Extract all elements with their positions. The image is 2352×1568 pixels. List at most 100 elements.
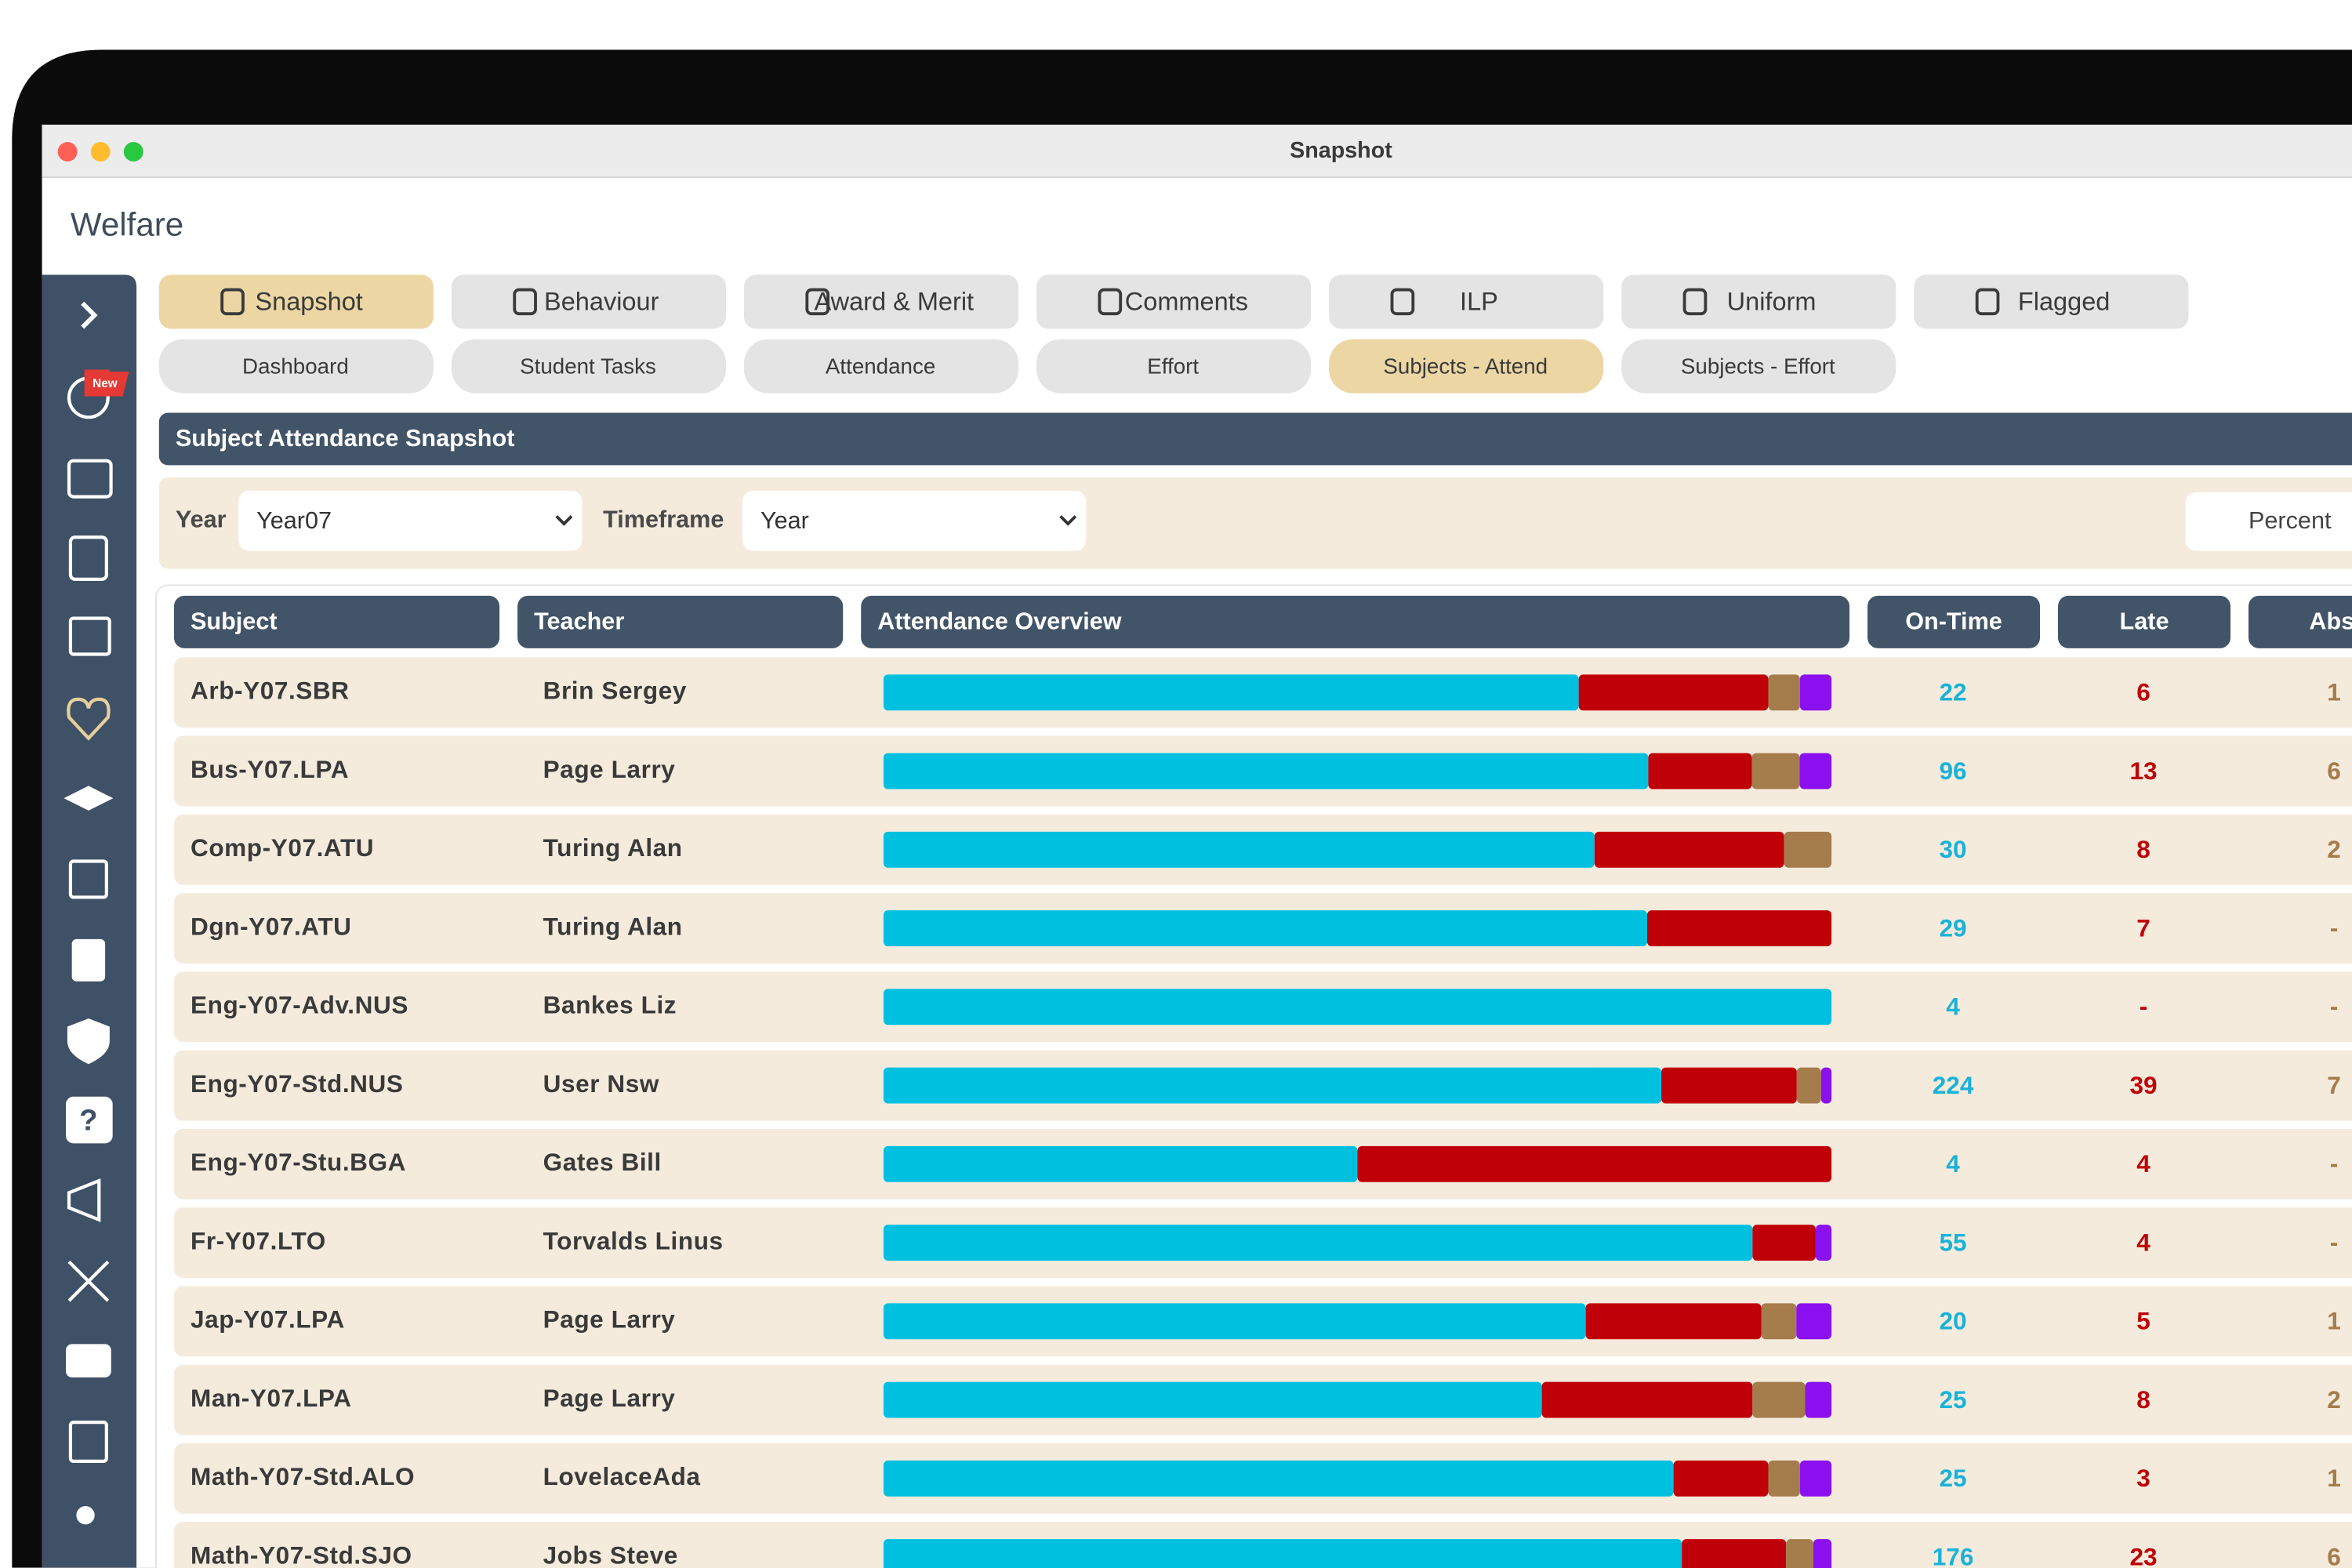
teacher-cell: Gates Bill (543, 1148, 662, 1176)
column-header[interactable] (517, 595, 844, 648)
count-cell: 25 (1940, 1385, 1967, 1414)
minimize-button[interactable] (90, 142, 111, 162)
icon-document[interactable] (71, 938, 106, 982)
attendance-segment (1768, 674, 1800, 711)
count-cell: 8 (2136, 1385, 2151, 1414)
icon-shield[interactable] (67, 1018, 110, 1065)
subject-cell: Eng-Y07-Stu.BGA (191, 1148, 406, 1176)
attendance-segment (1796, 1303, 1832, 1340)
count-cell: 1 (2327, 1307, 2341, 1335)
attendance-segment (1786, 1539, 1813, 1568)
count-cell: - (2140, 993, 2148, 1021)
subtab[interactable] (1621, 339, 1896, 394)
count-cell: 4 (2136, 1149, 2151, 1178)
count-cell: 7 (2327, 1071, 2341, 1099)
icon-card[interactable] (65, 1344, 111, 1377)
attendance-segment (1646, 910, 1832, 947)
attendance-segment (1799, 1460, 1832, 1497)
column-header-label: Late (2120, 608, 2169, 634)
section-title: Subject Attendance Snapshot (176, 425, 515, 452)
count-cell: 22 (1940, 678, 1967, 706)
count-cell: 39 (2130, 1071, 2158, 1099)
subject-cell: Dgn-Y07.ATU (191, 912, 352, 940)
count-cell: 2 (2327, 835, 2341, 863)
tab-icon (1098, 288, 1123, 316)
column-header[interactable] (1867, 595, 2041, 648)
icon-graduation[interactable] (64, 786, 114, 811)
tab-icon (1975, 288, 2000, 316)
attendance-segment (1761, 1303, 1797, 1340)
count-cell: 30 (1940, 835, 1967, 863)
attendance-segment (1752, 1225, 1816, 1261)
column-header[interactable] (2248, 595, 2352, 648)
subtab[interactable] (1036, 339, 1312, 394)
icon-calendar[interactable] (67, 459, 113, 499)
year-select[interactable] (238, 490, 583, 551)
attendance-segment (1594, 831, 1784, 868)
icon-megaphone[interactable] (67, 1178, 101, 1222)
attendance-segment (883, 1145, 1358, 1182)
count-cell: - (2330, 1149, 2339, 1178)
subtab[interactable] (451, 339, 727, 394)
count-cell: - (2330, 913, 2339, 942)
window-title: Snapshot (1290, 138, 1392, 163)
icon-heart[interactable] (67, 697, 111, 741)
timeframe-chevron (1059, 515, 1077, 526)
subtab[interactable] (158, 339, 434, 394)
icon-dashboard[interactable] (67, 376, 110, 419)
subject-cell: Eng-Y07-Adv.NUS (191, 991, 408, 1019)
count-cell: 25 (1940, 1464, 1967, 1492)
icon-clipboard[interactable] (68, 1420, 108, 1463)
attendance-segment (1752, 1381, 1806, 1418)
attendance-segment (1648, 753, 1752, 789)
section-header (158, 412, 2352, 466)
attendance-segment (883, 1460, 1674, 1497)
timeframe-value: Year (760, 507, 809, 534)
column-header[interactable] (861, 595, 1850, 648)
count-cell: 29 (1940, 913, 1967, 942)
subtab[interactable] (1329, 339, 1604, 394)
tab-icon (1390, 288, 1415, 316)
subject-cell: Arb-Y07.SBR (191, 677, 350, 705)
icon-help[interactable] (65, 1096, 113, 1144)
sidebar-expand[interactable] (81, 301, 98, 329)
count-cell: 3 (2136, 1464, 2151, 1492)
close-button[interactable] (57, 142, 78, 162)
count-cell: 224 (1933, 1071, 1974, 1099)
attendance-segment (883, 1381, 1542, 1418)
teacher-cell: Torvalds Linus (543, 1226, 724, 1254)
year-chevron (555, 515, 573, 526)
count-cell: 1 (2327, 1464, 2341, 1492)
subject-cell: Jap-Y07.LPA (191, 1305, 345, 1334)
tab-label: Uniform (1727, 287, 1817, 315)
attendance-segment (1820, 1067, 1832, 1104)
column-header[interactable] (173, 595, 500, 648)
count-cell: 20 (1940, 1307, 1967, 1335)
year-label: Year (176, 506, 227, 532)
count-cell: 5 (2136, 1307, 2151, 1335)
subtab-label: Dashboard (242, 354, 349, 378)
timeframe-select[interactable] (742, 490, 1087, 551)
subtab[interactable] (743, 339, 1019, 394)
column-header[interactable] (2058, 595, 2231, 648)
teacher-cell: Page Larry (543, 1305, 676, 1334)
icon-scroll[interactable] (68, 535, 108, 581)
column-header-label: Subject (191, 608, 278, 634)
teacher-cell: Page Larry (543, 1384, 676, 1412)
icon-user[interactable] (76, 1506, 95, 1525)
count-cell: 176 (1933, 1542, 1974, 1568)
zoom-button[interactable] (123, 142, 143, 162)
teacher-cell: Turing Alan (543, 833, 683, 862)
subject-cell: Math-Y07-Std.SJO (191, 1541, 412, 1568)
icon-presenter[interactable] (68, 616, 111, 656)
count-cell: 6 (2327, 757, 2341, 785)
tab-icon (220, 288, 245, 316)
count-cell: 8 (2136, 835, 2151, 863)
percent-button[interactable] (2185, 492, 2352, 551)
column-header-label: Abse (2309, 608, 2352, 634)
icon-tools[interactable] (67, 1260, 110, 1302)
icon-book[interactable] (68, 859, 108, 899)
attendance-segment (1799, 674, 1832, 711)
